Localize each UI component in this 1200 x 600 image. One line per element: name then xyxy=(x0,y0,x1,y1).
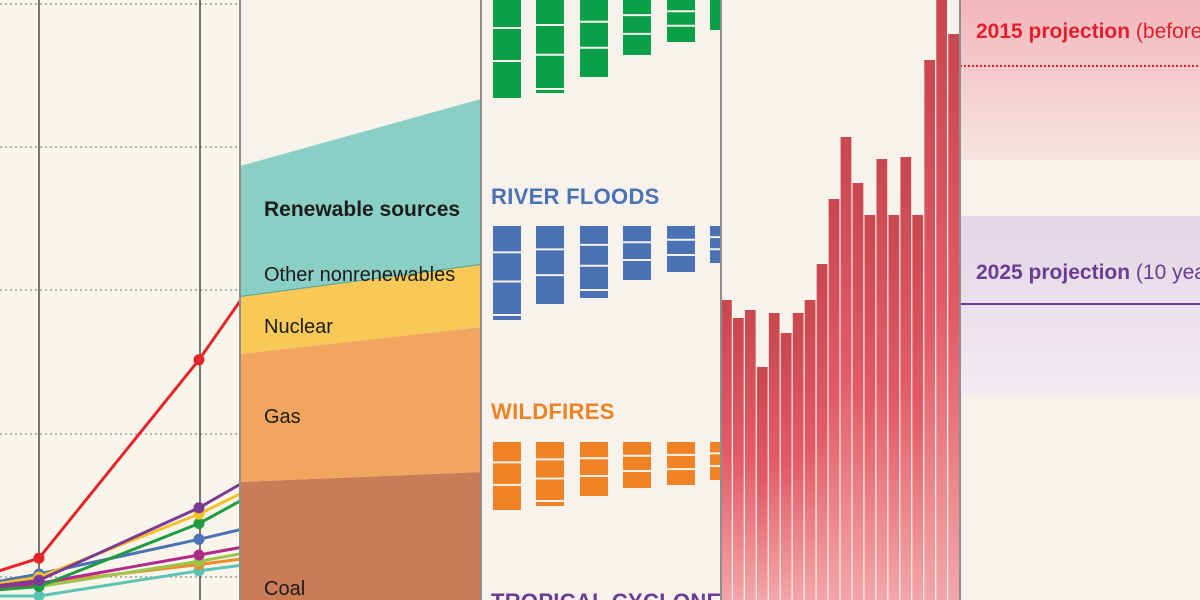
red-bar-13 xyxy=(876,159,888,600)
red-bar-17 xyxy=(924,60,936,600)
projection-2015-band xyxy=(960,0,1200,160)
hazard-bar-2-2 xyxy=(580,442,608,496)
area-layer-nuclear xyxy=(240,264,481,354)
series-point-teal-1 xyxy=(33,590,45,600)
series-line-purple xyxy=(0,482,240,587)
hazard-bar-0-0 xyxy=(493,0,521,98)
area-layer-coal xyxy=(240,472,481,600)
projections-panel: 2015 projection (before 2025 projection … xyxy=(960,0,1200,600)
hazard-bar-1-2 xyxy=(580,226,608,289)
hazard-bar-2-5 xyxy=(710,442,721,480)
red-bar-14 xyxy=(888,215,900,600)
projection-2025-label: 2025 projection (10 yea xyxy=(976,261,1200,285)
hazard-bar-2-1 xyxy=(536,442,564,500)
red-bar-10 xyxy=(840,137,852,600)
hazard-bar-chart xyxy=(481,0,721,600)
hazard-bar-1-3 xyxy=(623,226,651,280)
series-point-blue-2 xyxy=(193,533,205,545)
series-point-magenta-2 xyxy=(193,549,205,561)
series-line-teal xyxy=(0,563,240,598)
panel-divider-3 xyxy=(720,0,722,600)
hazard-bar-1-5 xyxy=(710,226,721,263)
series-line-lime xyxy=(0,552,240,592)
hazard-bar-2-4 xyxy=(667,442,695,485)
red-bar-6 xyxy=(792,313,804,600)
hazard-bar-1-1 xyxy=(536,226,564,304)
red-bar-9 xyxy=(828,199,840,600)
hazard-bar-0-2 xyxy=(580,0,608,77)
projection-2025-band xyxy=(960,216,1200,396)
red-bar-1 xyxy=(732,318,744,600)
hazard-bar-1-0 xyxy=(493,226,521,314)
red-bar-12 xyxy=(864,215,876,600)
projection-2015-rest: (before xyxy=(1130,20,1200,43)
red-bar-0 xyxy=(721,300,732,600)
red-bars-panel xyxy=(721,0,960,600)
series-point-purple-2 xyxy=(193,502,205,514)
hazard-bar-0-3 xyxy=(623,0,651,55)
area-label-gas: Gas xyxy=(264,406,301,428)
panel-divider-4 xyxy=(959,0,961,600)
red-bar-2 xyxy=(744,310,756,600)
line-chart xyxy=(0,0,240,600)
area-label-renewables: Renewable sources xyxy=(264,198,461,221)
tropical-cyclones-title: TROPICAL CYCLONES xyxy=(491,589,721,600)
projection-2015-label: 2015 projection (before xyxy=(976,20,1200,44)
hazard-bar-extra-0-1 xyxy=(536,90,564,93)
hazard-bar-2-0 xyxy=(493,442,521,510)
projection-2015-bold: 2015 projection xyxy=(976,20,1131,43)
hazard-bar-0-1 xyxy=(536,0,564,88)
series-point-purple-1 xyxy=(33,574,45,586)
hazard-bar-0-5 xyxy=(710,0,721,30)
area-label-other-nonrenewables: Other nonrenewables xyxy=(264,264,456,286)
hazard-bar-0-4 xyxy=(667,0,695,42)
projection-2025-rest: (10 yea xyxy=(1130,261,1200,284)
red-bar-15 xyxy=(900,157,912,600)
series-point-green-2 xyxy=(193,518,205,529)
series-line-red xyxy=(0,298,240,573)
hazard-bar-2-3 xyxy=(623,442,651,488)
series-point-red-2 xyxy=(193,354,205,366)
series-line-blue xyxy=(0,528,240,583)
red-bar-5 xyxy=(780,333,792,600)
series-line-green xyxy=(0,499,240,592)
projection-bands xyxy=(960,0,1200,396)
red-bar-18 xyxy=(936,0,948,600)
red-bar-8 xyxy=(816,264,828,600)
projection-2025-bold: 2025 projection xyxy=(976,261,1131,284)
panel-divider-1 xyxy=(239,0,241,600)
line-chart-panel xyxy=(0,0,240,600)
hazard-bars-panel: RIVER FLOODS WILDFIRES TROPICAL CYCLONES xyxy=(481,0,721,600)
red-bar-3 xyxy=(756,367,768,600)
river-floods-title: RIVER FLOODS xyxy=(491,184,660,209)
hazard-bar-extra-1-2 xyxy=(580,291,608,298)
red-bar-19 xyxy=(948,34,959,600)
hazard-bar-extra-2-1 xyxy=(536,502,564,506)
hazard-bar-extra-1-0 xyxy=(493,316,521,320)
wildfires-title: WILDFIRES xyxy=(491,399,615,424)
red-bar-11 xyxy=(852,183,864,600)
panel-divider-2 xyxy=(480,0,482,600)
series-line-magenta xyxy=(0,546,240,590)
hazard-bar-1-4 xyxy=(667,226,695,272)
red-bar-chart xyxy=(721,0,960,600)
area-label-coal: Coal xyxy=(264,578,306,600)
area-label-nuclear: Nuclear xyxy=(264,316,333,338)
red-bar-16 xyxy=(912,215,924,600)
red-bars-background xyxy=(721,0,960,600)
area-layer-gas xyxy=(240,327,481,482)
red-bar-4 xyxy=(768,313,780,600)
red-bar-7 xyxy=(804,300,816,600)
energy-area-panel: Renewable sources Other nonrenewables Nu… xyxy=(240,0,481,600)
series-point-red-1 xyxy=(33,552,45,564)
area-layer-renewable-sources xyxy=(240,99,481,296)
energy-area-chart xyxy=(240,0,481,600)
